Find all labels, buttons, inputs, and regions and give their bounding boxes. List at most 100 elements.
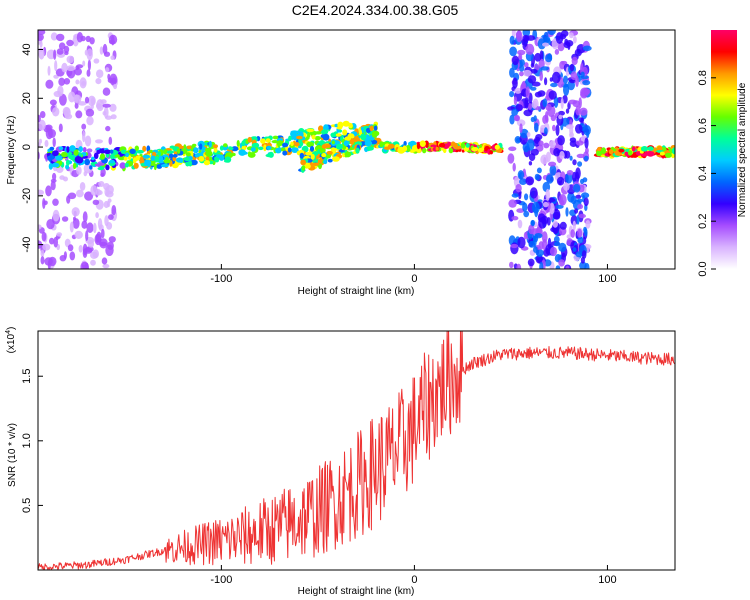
spectrogram-cell [153,163,157,171]
spectrogram-cell [517,236,526,249]
spectrogram-cell [199,143,203,150]
spectrogram-cell [509,261,514,269]
spectrogram-cell [133,157,138,162]
spectrogram-cell [205,150,213,157]
spectrogram-cell [489,150,494,155]
spectrogram-cell [537,213,546,223]
spectrogram-ytick-label: 40 [21,43,33,55]
spectrogram-cell [276,140,284,147]
spectrogram-cell [157,151,161,157]
spectrogram-cell [559,60,565,70]
spectrogram-cell [287,147,292,153]
spectrogram-cell [91,156,95,161]
spectrogram-cell [544,77,548,86]
spectrogram-cell [150,155,155,161]
spectrogram-cell [58,146,64,150]
spectrogram-cell [360,133,367,140]
spectrogram-cell [569,79,576,84]
spectrogram-cell [336,126,343,130]
spectrogram-cell [301,165,306,171]
spectrogram-cell [570,71,578,81]
colorbar-tick-label: 0.8 [697,70,709,85]
spectrogram-cell [585,220,591,229]
spectrogram-cell [563,75,568,84]
spectrogram-cell [306,128,315,133]
spectrogram-cell [38,33,44,41]
spectrogram-cell [231,152,236,157]
spectrogram-cell [559,221,567,230]
snr-xtick-label: -100 [210,574,232,586]
spectrogram-cell [79,182,86,191]
spectrogram-cell [227,146,234,151]
spectrogram-cell [460,142,466,149]
spectrogram-cell [263,144,267,152]
spectrogram-cell [90,185,98,196]
spectrogram-cell [190,159,198,166]
spectrogram-cell [53,49,57,60]
spectrogram-xtick-label: 0 [411,273,417,285]
spectrogram-cell [555,32,564,44]
spectrogram-cell [537,38,546,50]
spectrogram-cell [149,159,156,166]
colorbar: 0.0 0.2 0.4 0.6 0.8 Normalized spectral ampl… [697,30,748,277]
spectrogram-cell [514,87,522,94]
spectrogram-cell [583,155,589,162]
spectrogram-cell [545,188,550,201]
colorbar-gradient [711,30,737,269]
spectrogram-cell [553,96,559,108]
spectrogram-cell [82,130,86,143]
spectrogram-cell [82,147,87,153]
spectrogram-cell [176,148,181,155]
spectrogram-cell [185,152,191,157]
spectrogram-cell [542,98,548,108]
spectrogram-frame [37,29,676,270]
spectrogram-cell [63,251,67,260]
spectrogram-cell [527,75,537,84]
spectrogram-cell [519,71,524,77]
spectrogram-cell [159,156,164,162]
spectrogram-cell [85,35,91,43]
spectrogram-cell [541,231,548,243]
spectrogram-cell [69,251,76,261]
spectrogram-cell [84,135,92,147]
spectrogram-cell [82,211,88,223]
spectrogram-cell [74,156,83,163]
spectrogram-cell [556,176,565,186]
spectrogram-cell [105,185,114,195]
spectrogram-cell [331,140,335,145]
spectrogram-cell [38,142,41,147]
spectrogram-cell [42,243,51,251]
spectrogram-cell [66,146,70,153]
spectrogram-cell [538,241,544,250]
spectrogram-cell [172,154,178,158]
spectrogram-cell [575,194,582,199]
spectrogram-cell [204,147,212,153]
spectrogram-cell [52,107,60,117]
spectrogram-cell [516,263,522,269]
spectrogram-cell [39,138,42,144]
spectrogram-cell [528,161,533,166]
spectrogram-cell [311,162,320,166]
spectrogram-cell [507,153,515,164]
spectrogram-cell [52,209,60,222]
snr-scale-prefix: (x10 [6,333,17,353]
spectrogram-cell [513,96,518,106]
spectrogram-ytick-label: -40 [21,237,33,253]
spectrogram-cell [550,82,558,88]
spectrogram-cell [576,214,580,225]
spectrogram-cell [531,100,538,109]
spectrogram-cell [646,150,655,157]
spectrogram-cell [163,148,167,155]
spectrogram-cell [560,97,564,110]
spectrogram-cell [525,86,530,98]
spectrogram-cell [223,143,228,148]
spectrogram-cell [307,132,311,139]
spectrogram-cell [72,218,80,229]
spectrogram-cell [574,208,579,214]
spectrogram-cell [601,147,606,155]
spectrogram-cell [548,90,557,100]
spectrogram-cell [305,151,313,156]
spectrogram-cell [373,125,378,131]
spectrogram-cell [618,148,625,153]
spectrogram-cell [193,147,198,154]
